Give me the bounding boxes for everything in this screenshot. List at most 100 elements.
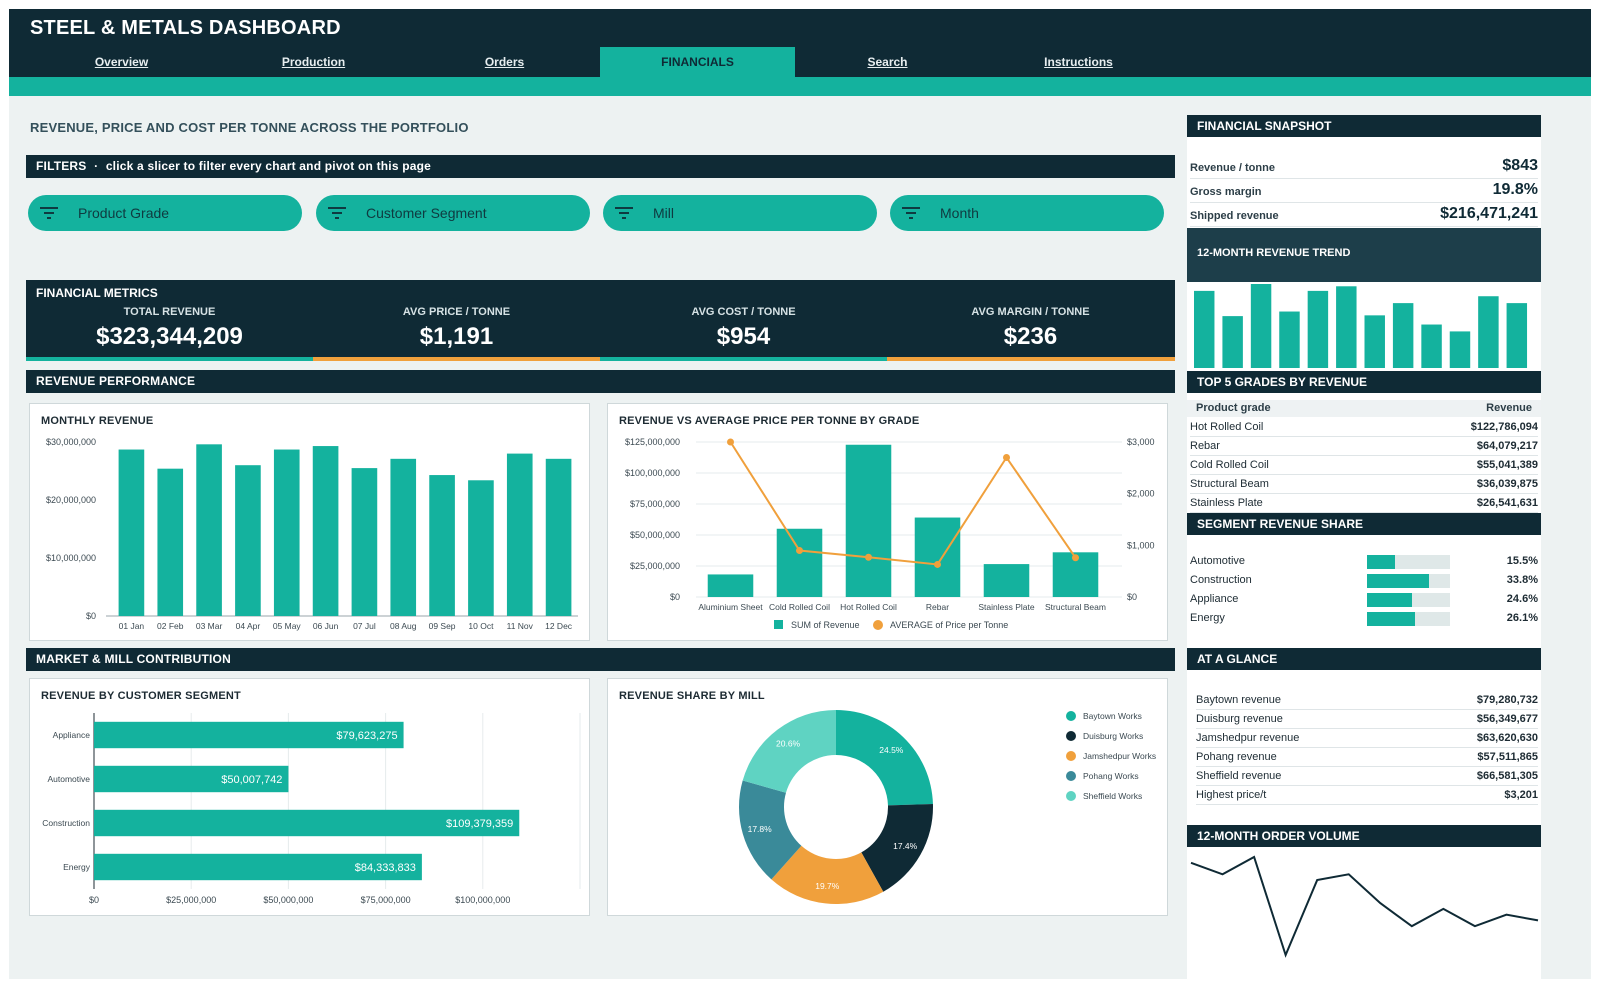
bar-month <box>235 465 261 616</box>
segment-pct: 33.8% <box>1506 574 1538 586</box>
legend-swatch <box>1066 731 1076 741</box>
segment-share-row: Energy 26.1% <box>1190 610 1538 629</box>
snapshot-row: Shipped revenue $216,471,241 <box>1190 203 1538 227</box>
segment-share-header: SEGMENT REVENUE SHARE <box>1187 513 1541 535</box>
y-tick-label-left: $50,000,000 <box>630 530 680 540</box>
bar-segment <box>94 853 422 881</box>
slice-label: 17.8% <box>748 824 773 834</box>
revenue-trend-chart <box>1194 284 1528 368</box>
glance-label: Pohang revenue <box>1196 751 1277 763</box>
grade-revenue: $26,541,631 <box>1476 497 1538 509</box>
donut-slice <box>861 803 933 892</box>
glance-value: $56,349,677 <box>1476 713 1538 725</box>
point-price <box>865 553 872 561</box>
donut-slice <box>742 710 836 793</box>
tab-overview[interactable]: Overview <box>94 55 149 69</box>
tab-production[interactable]: Production <box>281 55 346 69</box>
x-tick-label: $25,000,000 <box>166 895 216 905</box>
slice-label: 17.4% <box>893 841 918 851</box>
revenue-share-by-mill-chart: 24.5% 17.4% 19.7% 17.8% 20.6% Baytown Works Du… <box>739 710 1156 904</box>
financial-snapshot-header: FINANCIAL SNAPSHOT <box>1187 115 1541 137</box>
monthly-revenue-card: MONTHLY REVENUE $0 $10,000,000 $20,000,000… <box>29 403 590 641</box>
metric-value: $954 <box>716 323 771 350</box>
metric-accent-stripe <box>26 357 313 361</box>
tab-orders[interactable]: Orders <box>484 55 525 69</box>
share-bar-fill <box>1367 555 1396 569</box>
y-tick-label: $30,000,000 <box>46 437 96 447</box>
glance-value: $3,201 <box>1504 789 1538 801</box>
glance-row: Duisburg revenue $56,349,677 <box>1196 710 1538 729</box>
trend-bar <box>1392 303 1414 368</box>
trend-bar <box>1421 324 1442 368</box>
glance-label: Jamshedpur revenue <box>1196 732 1300 744</box>
x-tick-label: $100,000,000 <box>455 895 510 905</box>
app-title: STEEL & METALS DASHBOARD <box>30 17 341 39</box>
market-mill-header: MARKET & MILL CONTRIBUTION <box>26 648 1175 671</box>
x-tick-label: Structural Beam <box>1045 602 1106 612</box>
slicer-product-grade[interactable]: Product Grade <box>28 195 302 231</box>
bar-revenue <box>983 564 1030 597</box>
glance-label: Duisburg revenue <box>1196 713 1283 725</box>
x-tick-label: 12 Dec <box>545 621 573 631</box>
grade-name: Structural Beam <box>1190 478 1269 490</box>
table-row: Hot Rolled Coil $122,786,094 <box>1190 418 1538 437</box>
revenue-by-segment-card: REVENUE BY CUSTOMER SEGMENT $0 $25,000,00… <box>29 678 590 916</box>
bar-month <box>390 458 417 616</box>
legend-swatch <box>1066 791 1076 801</box>
legend-label: AVERAGE of Price per Tonne <box>890 620 1008 630</box>
bar-segment <box>94 765 289 793</box>
y-tick-label: Appliance <box>53 730 91 740</box>
trend-bar <box>1250 284 1272 368</box>
segment-name: Energy <box>1190 612 1225 624</box>
glance-value: $57,511,865 <box>1477 751 1538 763</box>
x-tick-label: 07 Jul <box>353 621 376 631</box>
y-tick-label-left: $100,000,000 <box>625 468 680 478</box>
grade-name: Hot Rolled Coil <box>1190 421 1264 433</box>
x-tick-label: 02 Feb <box>157 621 184 631</box>
share-bar-track <box>1367 612 1450 626</box>
metric-accent-stripe <box>600 357 887 361</box>
snapshot-value: 19.8% <box>1492 181 1538 198</box>
y-tick-label: Energy <box>63 862 91 872</box>
metric-value: $236 <box>1003 323 1058 350</box>
y-tick-label-left: $0 <box>670 592 680 602</box>
legend-label: Jamshedpur Works <box>1083 751 1156 761</box>
snapshot-label: Gross margin <box>1190 186 1262 198</box>
trend-bar <box>1194 290 1215 368</box>
segment-pct: 15.5% <box>1506 555 1538 567</box>
revenue-performance-header: REVENUE PERFORMANCE <box>26 370 1175 393</box>
monthly-revenue-chart: $0 $10,000,000 $20,000,000 $30,000,000 01 Ja… <box>46 437 578 631</box>
y-tick-label-left: $25,000,000 <box>630 561 680 571</box>
point-price <box>1003 454 1010 461</box>
segment-pct: 24.6% <box>1506 593 1538 605</box>
share-bar-fill <box>1367 612 1415 626</box>
tab-search[interactable]: Search <box>867 55 908 69</box>
data-label: $50,007,742 <box>221 774 282 786</box>
share-bar-track <box>1367 574 1450 588</box>
x-tick-label: 09 Sep <box>429 621 456 631</box>
segment-pct: 26.1% <box>1506 612 1538 624</box>
x-tick-label: Aluminium Sheet <box>698 602 763 612</box>
table-row: Cold Rolled Coil $55,041,389 <box>1190 456 1538 475</box>
point-price <box>796 547 803 554</box>
tab-financials[interactable]: FINANCIALS <box>600 47 795 77</box>
tab-instructions[interactable]: Instructions <box>1044 55 1113 69</box>
trend-bar <box>1506 303 1528 368</box>
y-tick-label-right: $1,000 <box>1127 540 1155 550</box>
top-grades-header: TOP 5 GRADES BY REVENUE <box>1187 371 1541 393</box>
legend-label: Duisburg Works <box>1083 731 1143 741</box>
bar-revenue <box>776 528 823 597</box>
y-tick-label-left: $75,000,000 <box>630 499 680 509</box>
slicer-month[interactable]: Month <box>890 195 1164 231</box>
metric-avg-price: AVG PRICE / TONNE $1,191 <box>313 306 600 351</box>
table-row: Rebar $64,079,217 <box>1190 437 1538 456</box>
revenue-trend-header: 12-MONTH REVENUE TREND <box>1187 228 1541 282</box>
at-a-glance-header: AT A GLANCE <box>1187 648 1541 670</box>
slicer-customer-segment[interactable]: Customer Segment <box>316 195 590 231</box>
legend-swatch <box>1066 711 1076 721</box>
bar-month <box>545 458 572 616</box>
slicer-mill[interactable]: Mill <box>603 195 877 231</box>
order-volume-chart <box>1190 855 1539 958</box>
trend-bar <box>1364 315 1385 368</box>
x-tick-label: 06 Jun <box>313 621 339 631</box>
